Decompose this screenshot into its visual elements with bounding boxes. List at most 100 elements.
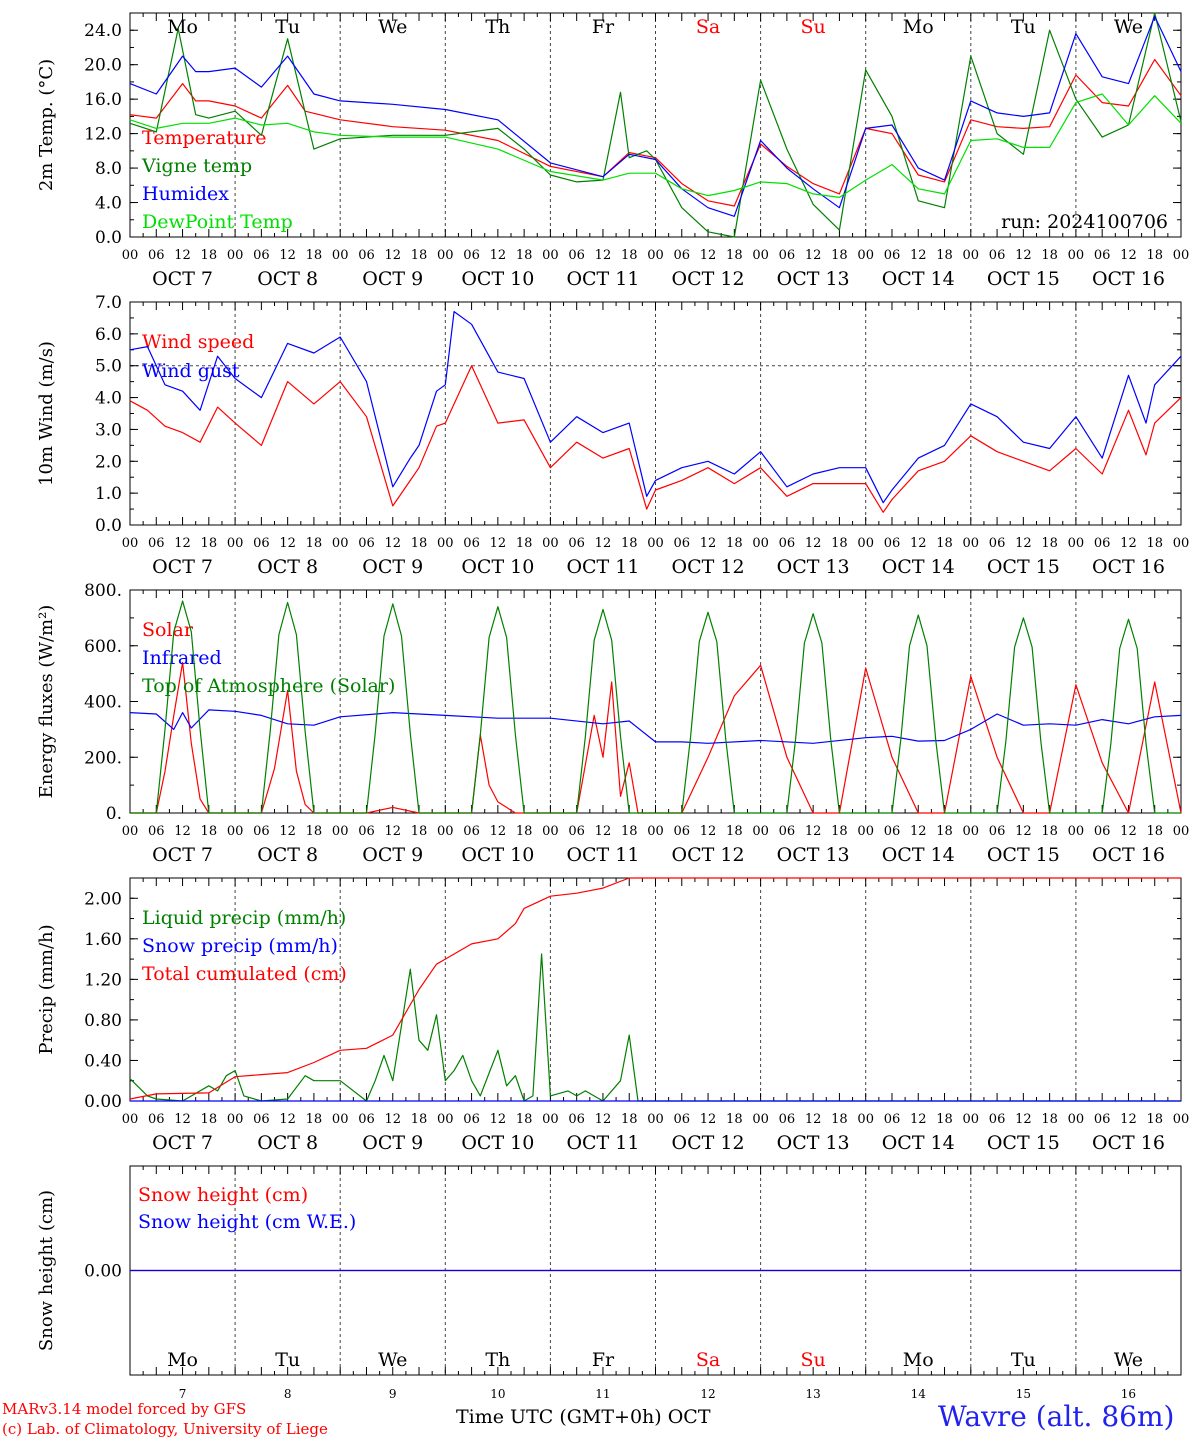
hour-tick-label: 06 [779, 1112, 796, 1127]
hour-tick-label: 12 [700, 824, 717, 839]
hour-tick-label: 06 [568, 536, 585, 551]
date-number: 9 [389, 1387, 397, 1401]
date-number: 8 [284, 1387, 292, 1401]
hour-tick-label: 00 [752, 248, 769, 263]
date-label: OCT 15 [987, 844, 1060, 866]
hour-tick-label: 12 [174, 824, 191, 839]
date-label: OCT 8 [257, 556, 318, 578]
hour-tick-label: 12 [1015, 1112, 1032, 1127]
hour-tick-label: 06 [989, 824, 1006, 839]
hour-tick-label: 06 [779, 536, 796, 551]
date-label: OCT 8 [257, 1132, 318, 1154]
hour-tick-label: 00 [1173, 1112, 1190, 1127]
y-tick-label: 2.00 [84, 889, 122, 909]
hour-tick-label: 00 [1068, 536, 1085, 551]
hour-tick-label: 12 [490, 536, 507, 551]
day-name: We [1114, 16, 1143, 38]
day-name: Fr [592, 16, 615, 38]
date-number: 10 [490, 1387, 505, 1401]
series-line-2-2 [129, 311, 1182, 504]
hour-tick-label: 00 [857, 824, 874, 839]
hour-tick-label: 00 [227, 1112, 244, 1127]
legend-entry: Wind speed [142, 331, 254, 353]
hour-tick-label: 00 [1173, 536, 1190, 551]
hour-tick-label: 18 [201, 248, 218, 263]
hour-tick-label: 12 [910, 248, 927, 263]
hour-tick-label: 06 [253, 248, 270, 263]
legend-entry: Temperature [142, 127, 266, 149]
y-tick-label: 0.0 [95, 228, 122, 248]
hour-tick-label: 06 [884, 248, 901, 263]
day-name: Sa [696, 1349, 720, 1371]
hour-tick-label: 06 [568, 824, 585, 839]
hour-tick-label: 18 [306, 1112, 323, 1127]
legend-entry: Vigne temp [141, 155, 252, 177]
day-name: Mo [903, 1349, 934, 1371]
hour-tick-label: 00 [332, 824, 349, 839]
hour-tick-label: 12 [700, 248, 717, 263]
hour-tick-label: 00 [963, 824, 980, 839]
hour-tick-label: 00 [437, 248, 454, 263]
day-name: Tu [275, 16, 300, 38]
hour-tick-label: 18 [411, 824, 428, 839]
hour-tick-label: 18 [1041, 1112, 1058, 1127]
hour-tick-label: 12 [910, 536, 927, 551]
y-tick-label: 8.0 [95, 159, 122, 179]
y-tick-label: 0. [106, 804, 122, 824]
hour-tick-label: 06 [253, 1112, 270, 1127]
hour-tick-label: 18 [201, 536, 218, 551]
hour-tick-label: 12 [279, 824, 296, 839]
legend-entry: Infrared [142, 647, 222, 669]
hour-tick-label: 06 [779, 248, 796, 263]
panel-frame-3 [129, 589, 1182, 814]
hour-tick-label: 18 [1146, 248, 1163, 263]
y-tick-label: 1.0 [95, 484, 122, 504]
date-label: OCT 14 [882, 844, 955, 866]
hour-tick-label: 12 [384, 248, 401, 263]
hour-tick-label: 00 [437, 1112, 454, 1127]
model-credit: MARv3.14 model forced by GFS [2, 1400, 247, 1418]
date-label: OCT 13 [777, 556, 850, 578]
date-label: OCT 16 [1092, 1132, 1165, 1154]
y-tick-label: 5.0 [95, 357, 122, 377]
date-label: OCT 7 [152, 1132, 213, 1154]
hour-tick-label: 00 [857, 536, 874, 551]
y-tick-label: 1.20 [84, 970, 122, 990]
hour-tick-label: 06 [358, 536, 375, 551]
hour-tick-label: 00 [542, 824, 559, 839]
hour-tick-label: 00 [1068, 824, 1085, 839]
hour-tick-label: 12 [805, 248, 822, 263]
hour-tick-label: 06 [148, 824, 165, 839]
date-label: OCT 9 [362, 844, 423, 866]
hour-tick-label: 06 [884, 1112, 901, 1127]
date-number: 7 [179, 1387, 187, 1401]
y-tick-label: 4.0 [95, 194, 122, 214]
series-line-1-4 [129, 93, 1182, 198]
hour-tick-label: 06 [358, 824, 375, 839]
date-label: OCT 16 [1092, 556, 1165, 578]
hour-tick-label: 06 [148, 248, 165, 263]
day-name: We [378, 16, 407, 38]
y-tick-label: 4.0 [95, 389, 122, 409]
date-label: OCT 13 [777, 1132, 850, 1154]
hour-tick-label: 06 [674, 536, 691, 551]
y-tick-label: 16.0 [84, 90, 122, 110]
y-axis-label: Precip (mm/h) [36, 924, 57, 1054]
hour-tick-label: 18 [201, 824, 218, 839]
hour-tick-label: 18 [516, 1112, 533, 1127]
hour-tick-label: 00 [1173, 824, 1190, 839]
hour-tick-label: 12 [805, 1112, 822, 1127]
hour-tick-label: 12 [1120, 1112, 1137, 1127]
hour-tick-label: 12 [1015, 824, 1032, 839]
y-tick-label: 200. [84, 748, 122, 768]
hour-tick-label: 12 [595, 248, 612, 263]
hour-tick-label: 00 [1173, 248, 1190, 263]
hour-tick-label: 18 [411, 536, 428, 551]
hour-tick-label: 18 [726, 824, 743, 839]
hour-tick-label: 00 [542, 248, 559, 263]
hour-tick-label: 00 [227, 824, 244, 839]
hour-tick-label: 12 [595, 536, 612, 551]
hour-tick-label: 18 [306, 536, 323, 551]
hour-tick-label: 00 [647, 248, 664, 263]
date-label: OCT 11 [566, 844, 639, 866]
